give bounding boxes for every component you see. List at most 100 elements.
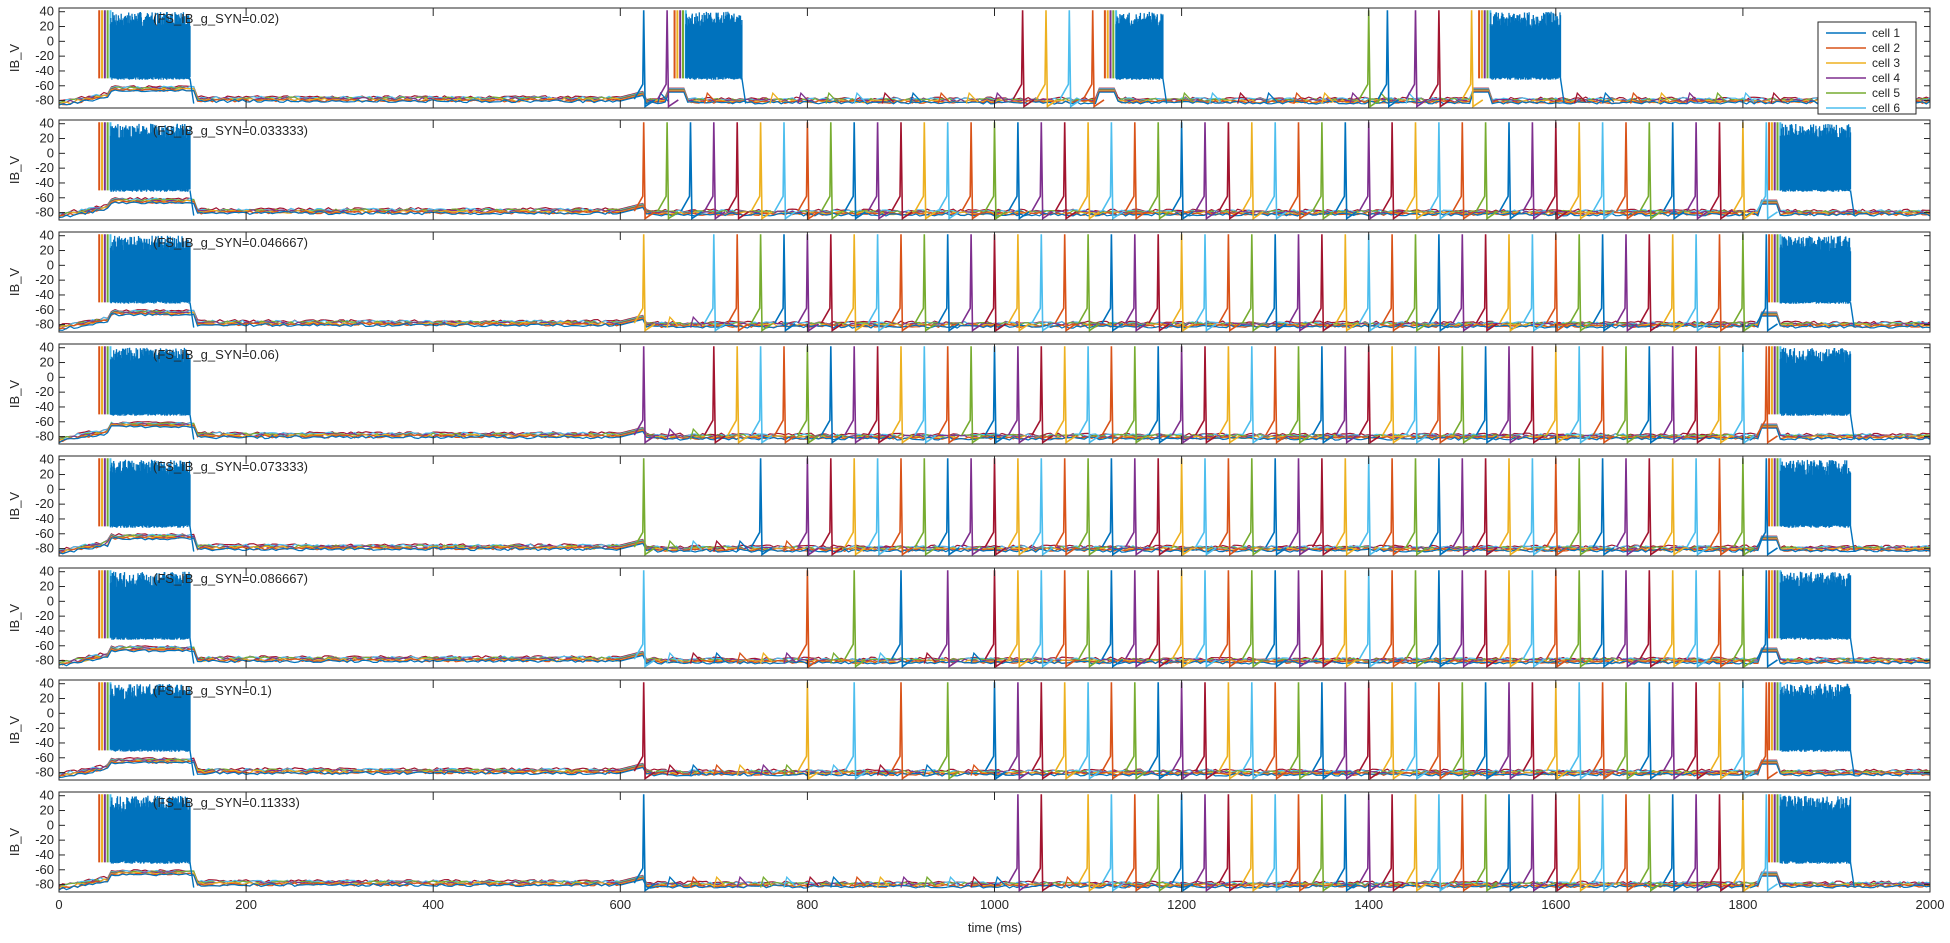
- spike: [1405, 346, 1428, 444]
- x-tick-label: 200: [235, 897, 257, 912]
- burst-offset: [741, 78, 747, 104]
- plot-area: [59, 570, 1930, 668]
- ahp-bump: [713, 875, 726, 888]
- spike: [1265, 346, 1287, 444]
- spike: [1545, 458, 1568, 556]
- burst: [98, 682, 195, 776]
- y-tick-label: -40: [35, 287, 54, 302]
- spike: [1007, 234, 1030, 332]
- spike: [890, 458, 913, 556]
- spike: [890, 346, 913, 444]
- y-tick-label: 20: [40, 243, 54, 258]
- burst-spikes: [1779, 571, 1852, 640]
- spike: [1007, 122, 1030, 220]
- y-axis-label: IB_V: [7, 44, 22, 73]
- y-axis-label: IB_V: [7, 828, 22, 857]
- spike: [1054, 346, 1077, 444]
- spike: [774, 346, 796, 444]
- spike: [984, 570, 1007, 668]
- spike: [1035, 10, 1058, 108]
- spike: [1194, 234, 1217, 332]
- spike: [1428, 794, 1451, 892]
- spike: [1007, 458, 1030, 556]
- y-tick-label: 40: [40, 676, 54, 691]
- ahp-bump: [666, 763, 679, 776]
- spike: [1148, 682, 1170, 780]
- ahp-bump: [825, 91, 838, 104]
- spike: [1382, 122, 1404, 220]
- burst-spikes: [109, 571, 191, 640]
- spike: [1545, 122, 1568, 220]
- y-tick-label: 40: [40, 116, 54, 131]
- spike: [937, 570, 960, 668]
- ahp-bump: [993, 91, 1007, 104]
- spike: [1358, 682, 1381, 780]
- ahp-bump: [1573, 91, 1587, 104]
- ahp-bump: [1064, 875, 1077, 888]
- spike: [797, 570, 820, 668]
- spike: [1288, 234, 1311, 332]
- trace-cell-6: [59, 758, 1930, 776]
- spike: [1335, 234, 1357, 332]
- spike: [820, 234, 843, 332]
- burst-offset: [1162, 78, 1168, 104]
- ahp-bump: [689, 763, 703, 776]
- spike: [1686, 570, 1708, 668]
- spike: [1171, 346, 1194, 444]
- spike: [1569, 122, 1591, 220]
- spike: [703, 122, 726, 220]
- spike: [1639, 122, 1662, 220]
- spike: [1639, 794, 1662, 892]
- spike: [774, 234, 796, 332]
- spike: [937, 458, 960, 556]
- spike: [1007, 794, 1030, 892]
- spike: [937, 234, 960, 332]
- burst-offset: [1849, 526, 1855, 552]
- spike: [1241, 234, 1264, 332]
- ahp-bump: [783, 875, 796, 888]
- spike: [727, 122, 749, 220]
- spike: [1101, 794, 1124, 892]
- spike: [1405, 570, 1428, 668]
- burst: [1768, 794, 1855, 888]
- y-tick-label: 20: [40, 691, 54, 706]
- burst-offset: [1849, 190, 1855, 216]
- spike: [961, 122, 983, 220]
- spike: [1377, 10, 1400, 108]
- spike: [1241, 458, 1264, 556]
- spike: [1358, 122, 1381, 220]
- spike: [984, 346, 1007, 444]
- spike: [750, 122, 773, 220]
- spike: [1218, 458, 1241, 556]
- spike: [797, 234, 820, 332]
- panels: -80-60-40-2002040IB_V(FS_IB_g_SYN=0.02)c…: [7, 4, 1944, 912]
- spike: [1639, 682, 1662, 780]
- ahp-bump: [689, 875, 703, 888]
- spike: [1148, 346, 1170, 444]
- burst-spikes: [1779, 459, 1852, 528]
- spike: [1756, 234, 1778, 332]
- y-tick-label: -40: [35, 511, 54, 526]
- spike: [1756, 346, 1778, 444]
- plot-area: [59, 10, 1930, 108]
- burst-offset: [189, 526, 195, 552]
- burst-offset: [189, 302, 195, 328]
- burst: [98, 10, 195, 104]
- y-tick-label: 20: [40, 355, 54, 370]
- y-axis-label: IB_V: [7, 268, 22, 297]
- ahp-bump: [1601, 91, 1615, 104]
- spike: [1522, 234, 1545, 332]
- spike: [1452, 570, 1474, 668]
- spike: [1311, 458, 1334, 556]
- x-tick-label: 2000: [1916, 897, 1945, 912]
- spike: [1615, 682, 1638, 780]
- ahp-bump: [1714, 91, 1727, 104]
- spike: [1592, 122, 1615, 220]
- spike: [844, 570, 866, 668]
- legend-label: cell 1: [1872, 26, 1900, 40]
- spike: [890, 122, 913, 220]
- ahp-bump: [736, 763, 749, 776]
- spike: [914, 458, 937, 556]
